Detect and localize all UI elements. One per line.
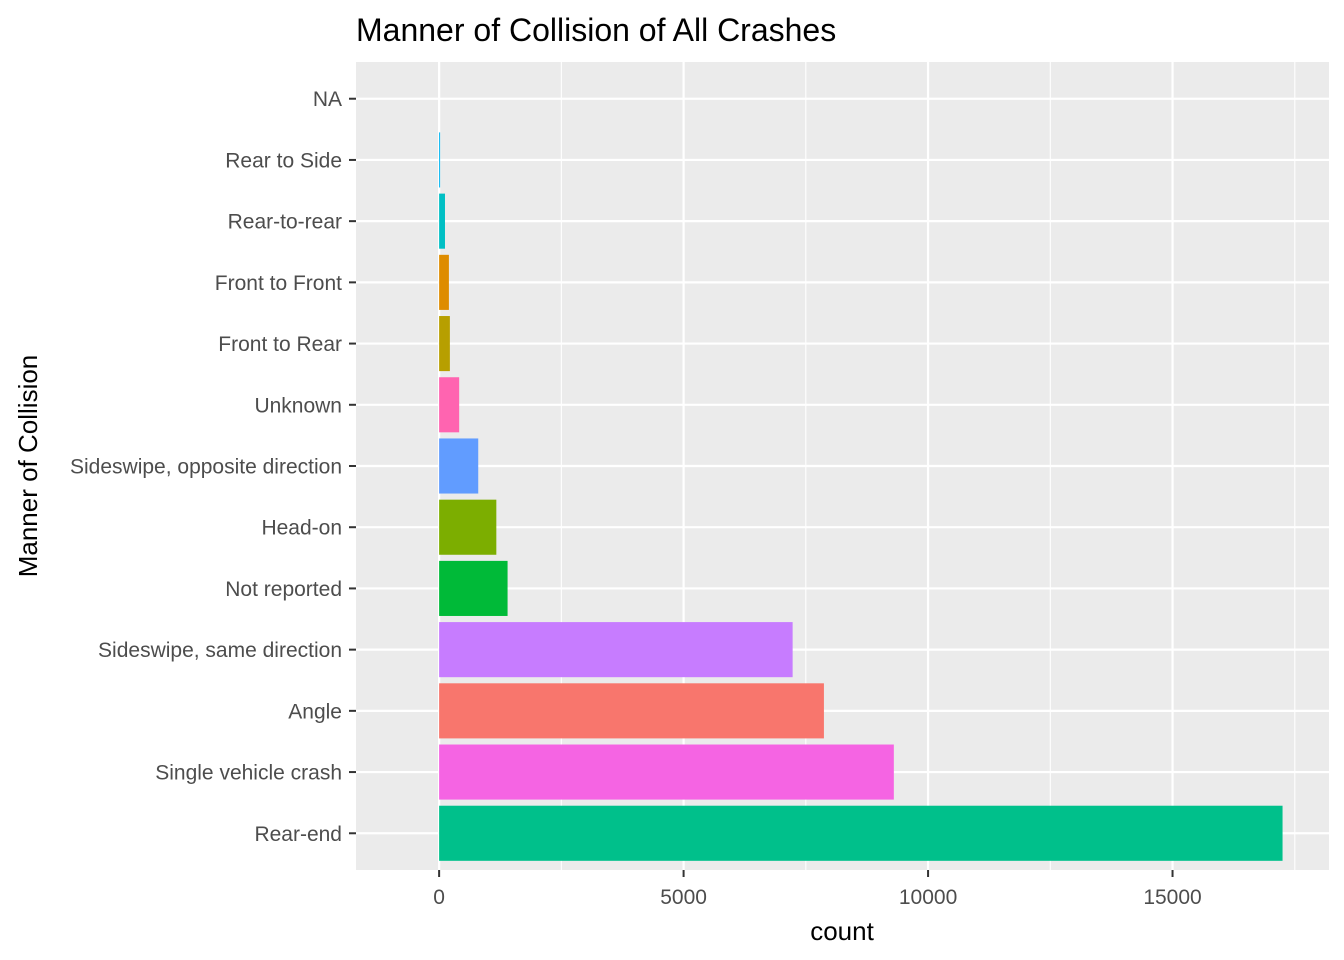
y-tick-label: Front to Rear (218, 333, 342, 356)
x-axis-ticks: 0 5000 10000 15000 (433, 870, 1202, 909)
bar (439, 438, 479, 494)
bar (439, 132, 441, 188)
bar (439, 560, 508, 616)
x-tick-label: 0 (433, 886, 445, 909)
y-tick-label: Rear-end (254, 823, 342, 846)
bar (439, 499, 497, 555)
y-axis-ticks: Rear-end Single vehicle crash Angle Sideswi… (70, 88, 356, 846)
y-tick-label: Sideswipe, same direction (98, 639, 342, 662)
bars (439, 132, 1283, 861)
y-tick-label: Unknown (254, 394, 342, 417)
y-tick-label: Single vehicle crash (155, 762, 342, 785)
y-tick-label: NA (313, 88, 342, 111)
x-axis-title: count (810, 916, 874, 946)
y-axis-title: Manner of Collision (13, 355, 43, 578)
y-tick-label: Head-on (261, 517, 342, 540)
bar (439, 316, 450, 372)
y-tick-label: Angle (288, 700, 342, 723)
y-tick-label: Rear to Side (225, 149, 342, 172)
y-tick-label: Front to Front (215, 272, 342, 295)
bar (439, 193, 445, 249)
y-tick-label: Sideswipe, opposite direction (70, 456, 342, 479)
x-tick-label: 15000 (1143, 886, 1201, 909)
y-tick-label: Rear-to-rear (228, 211, 342, 234)
y-tick-label: Not reported (225, 578, 342, 601)
bar (439, 683, 824, 739)
chart-title: Manner of Collision of All Crashes (356, 12, 836, 48)
x-tick-label: 5000 (660, 886, 707, 909)
bar (439, 805, 1283, 861)
x-tick-label: 10000 (899, 886, 957, 909)
bar (439, 744, 894, 800)
bar (439, 254, 449, 310)
bar (439, 377, 460, 433)
bar (439, 622, 793, 678)
